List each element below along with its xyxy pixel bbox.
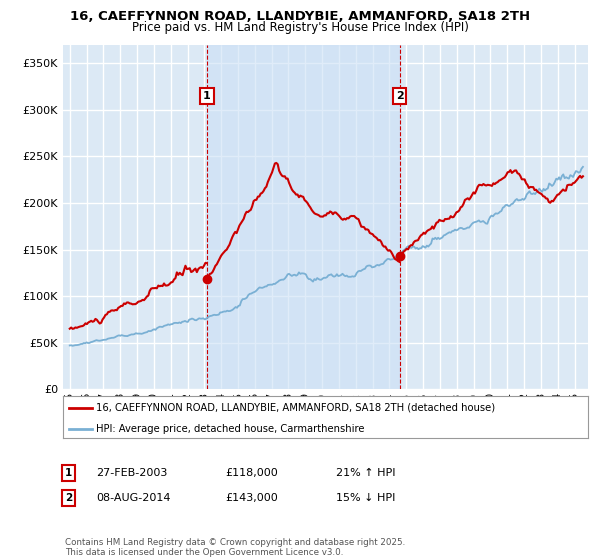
Text: 1: 1 xyxy=(203,91,211,101)
Text: 15% ↓ HPI: 15% ↓ HPI xyxy=(336,493,395,503)
Text: 08-AUG-2014: 08-AUG-2014 xyxy=(96,493,170,503)
Text: Contains HM Land Registry data © Crown copyright and database right 2025.
This d: Contains HM Land Registry data © Crown c… xyxy=(65,538,405,557)
Text: 27-FEB-2003: 27-FEB-2003 xyxy=(96,468,167,478)
Text: 16, CAEFFYNNON ROAD, LLANDYBIE, AMMANFORD, SA18 2TH (detached house): 16, CAEFFYNNON ROAD, LLANDYBIE, AMMANFOR… xyxy=(96,403,495,413)
Text: £118,000: £118,000 xyxy=(225,468,278,478)
Text: Price paid vs. HM Land Registry's House Price Index (HPI): Price paid vs. HM Land Registry's House … xyxy=(131,21,469,34)
Text: £143,000: £143,000 xyxy=(225,493,278,503)
Bar xyxy=(207,45,400,389)
Text: 16, CAEFFYNNON ROAD, LLANDYBIE, AMMANFORD, SA18 2TH: 16, CAEFFYNNON ROAD, LLANDYBIE, AMMANFOR… xyxy=(70,10,530,23)
Text: 1: 1 xyxy=(65,468,72,478)
Text: HPI: Average price, detached house, Carmarthenshire: HPI: Average price, detached house, Carm… xyxy=(96,424,365,433)
Text: 21% ↑ HPI: 21% ↑ HPI xyxy=(336,468,395,478)
Text: 2: 2 xyxy=(65,493,72,503)
Text: 2: 2 xyxy=(395,91,403,101)
